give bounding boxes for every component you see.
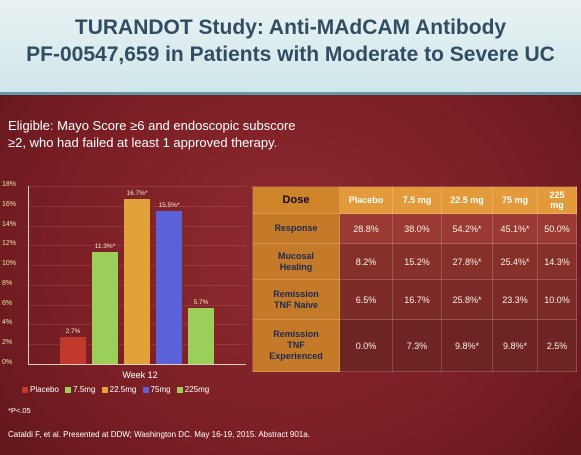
legend-swatch-22-5mg: [101, 386, 108, 393]
table-cell: 9.8%*: [492, 319, 538, 372]
y-tick-label: 0%: [2, 359, 13, 366]
table-cell: 45.1%*: [492, 213, 538, 244]
table-cell: 27.8%*: [441, 243, 493, 280]
y-tick-label: 14%: [2, 220, 17, 228]
table-row-response: Response 28.8% 38.0% 54.2%* 45.1%* 50.0%: [252, 213, 577, 244]
gridline: [28, 186, 246, 187]
title-band: TURANDOT Study: Anti-MAdCAM Antibody PF-…: [0, 0, 581, 95]
table-cell: 0.0%: [339, 319, 393, 372]
bar-75mg: [156, 210, 182, 364]
header-225mg: 225 mg: [537, 186, 577, 214]
row-label-text: Mucosal: [277, 250, 314, 261]
legend-label-22-5mg: 22.5mg: [109, 385, 137, 394]
table-row-mucosal-healing: Mucosal Healing 8.2% 15.2% 27.8%* 25.4%* …: [252, 243, 577, 280]
table-cell: 7.3%: [392, 319, 442, 372]
row-label-text: Experienced: [269, 351, 323, 361]
table-cell: 8.2%: [339, 243, 393, 280]
header-75mg: 75 mg: [492, 186, 538, 214]
table-cell: 38.0%: [392, 213, 442, 244]
table-cell: 25.8%*: [441, 279, 493, 320]
table-cell: 25.4%*: [492, 243, 538, 280]
y-tick-label: 10%: [2, 260, 17, 268]
table-cell: 23.3%: [492, 279, 538, 320]
header-22-5mg: 22.5 mg: [441, 186, 493, 214]
row-label-text: Remission: [273, 288, 319, 299]
row-label-text: Healing: [279, 261, 313, 272]
header-dose: Dose: [252, 186, 340, 214]
footnote: *P<.05: [8, 406, 31, 415]
legend-swatch-225mg: [176, 386, 183, 393]
x-axis: [28, 364, 246, 365]
bar-value-label: 2.7%: [65, 328, 81, 336]
y-tick-label: 6%: [2, 299, 13, 307]
header-7-5mg: 7.5 mg: [392, 186, 442, 214]
y-tick-label: 18%: [2, 181, 17, 188]
row-label-remission-tnf-naive: Remission TNF Naive: [252, 279, 340, 320]
bar-value-label: 5.7%: [193, 298, 209, 306]
legend-label-225mg: 225mg: [184, 385, 210, 394]
table-cell: 6.5%: [339, 279, 393, 320]
legend-label-placebo: Placebo: [30, 385, 59, 394]
eligibility-line1: Eligible: Mayo Score ≥6 and endoscopic s…: [8, 118, 296, 133]
chart-legend: Placebo 7.5mg 22.5mg 75mg 225mg: [18, 385, 209, 394]
y-tick-label: 2%: [2, 339, 13, 347]
eligibility-text: Eligible: Mayo Score ≥6 and endoscopic s…: [8, 117, 368, 151]
y-tick-label: 8%: [2, 279, 13, 287]
table-cell: 28.8%: [339, 213, 393, 244]
table-cell: 54.2%*: [441, 213, 493, 244]
citation: Cataldi F, et al. Presented at DDW; Wash…: [8, 430, 310, 439]
table-row-remission-tnf-naive: Remission TNF Naive 6.5% 16.7% 25.8%* 23.…: [252, 279, 577, 320]
bar-225mg: [188, 307, 214, 364]
bar-placebo: [60, 337, 86, 364]
table-cell: 16.7%: [392, 279, 442, 320]
table-row-remission-tnf-experienced: Remission TNF Experienced 0.0% 7.3% 9.8%* …: [252, 319, 577, 372]
row-label-text: Response: [274, 223, 318, 233]
bar-7-5mg: [92, 252, 118, 364]
legend-swatch-placebo: [22, 386, 28, 393]
y-tick-label: 4%: [2, 319, 13, 327]
bar-value-label: 11.3%*: [94, 243, 116, 251]
legend-label-7-5mg: 7.5mg: [73, 385, 96, 394]
eligibility-line2: ≥2, who had failed at least 1 approved t…: [8, 135, 278, 150]
table-cell: 2.5%: [537, 319, 577, 372]
bar-value-label: 15.5%*: [158, 201, 180, 209]
slide-title: TURANDOT Study: Anti-MAdCAM Antibody PF-…: [0, 14, 581, 68]
header-placebo: Placebo: [339, 186, 393, 214]
table-cell: 15.2%: [392, 243, 442, 280]
table-cell: 9.8%*: [441, 319, 493, 372]
legend-label-75mg: 75mg: [150, 385, 171, 394]
legend-swatch-75mg: [142, 386, 149, 393]
table-header-row: Dose Placebo 7.5 mg 22.5 mg 75 mg 225 mg: [252, 186, 577, 214]
y-axis: [28, 186, 29, 364]
y-tick-label: 16%: [2, 200, 17, 208]
x-category-label: Week 12: [122, 370, 158, 380]
row-label-remission-tnf-experienced: Remission TNF Experienced: [252, 319, 340, 372]
row-label-response: Response: [252, 213, 340, 244]
bar-value-label: 16.7%*: [126, 189, 148, 197]
table-cell: 10.0%: [537, 279, 577, 320]
row-label-text: TNF: [287, 340, 305, 350]
slide-title-line1: TURANDOT Study: Anti-MAdCAM Antibody: [74, 16, 507, 39]
results-table: Dose Placebo 7.5 mg 22.5 mg 75 mg 225 mg…: [252, 186, 577, 372]
table-cell: 14.3%: [537, 243, 577, 280]
slide-title-line2: PF-00547,659 in Patients with Moderate t…: [26, 43, 555, 66]
row-label-text: TNF Naive: [273, 299, 318, 310]
y-tick-label: 12%: [2, 240, 17, 248]
bar-22-5mg: [124, 198, 150, 364]
row-label-mucosal-healing: Mucosal Healing: [252, 243, 340, 280]
row-label-text: Remission: [273, 329, 319, 339]
table-cell: 50.0%: [537, 213, 577, 244]
legend-swatch-7-5mg: [65, 386, 72, 393]
